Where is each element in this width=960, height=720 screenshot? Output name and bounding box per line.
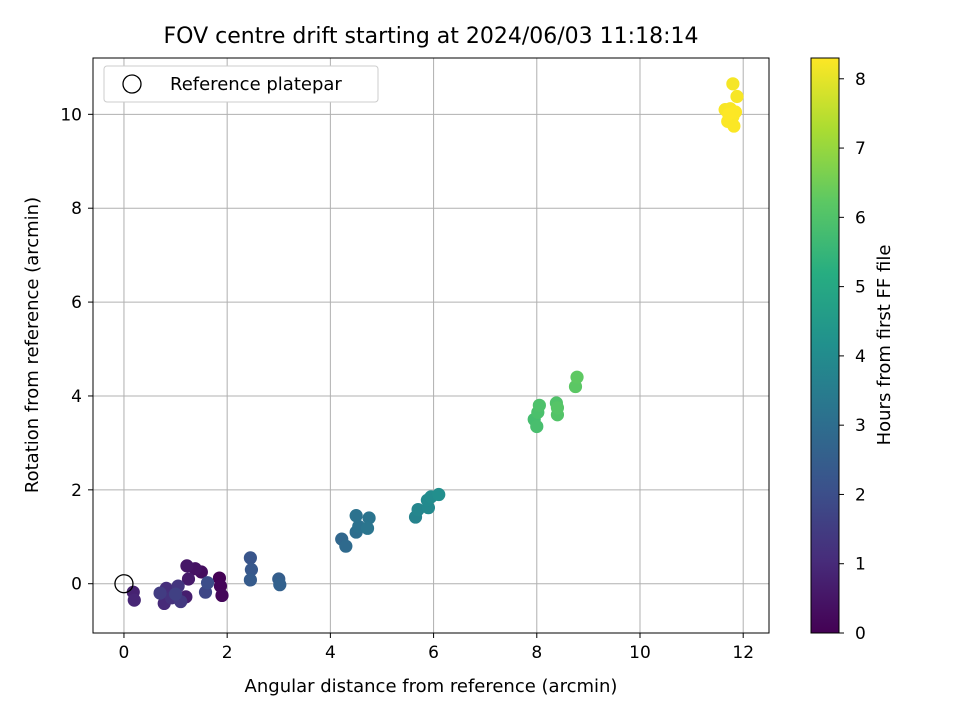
data-point xyxy=(168,587,183,601)
y-tick-label: 10 xyxy=(60,105,82,125)
colorbar-tick-label: 1 xyxy=(855,555,866,575)
data-point xyxy=(273,578,287,592)
data-point xyxy=(727,119,741,133)
data-point xyxy=(722,107,736,121)
colorbar-tick-label: 4 xyxy=(855,347,866,367)
data-point xyxy=(530,419,544,434)
data-points xyxy=(126,77,744,611)
data-point xyxy=(215,588,229,603)
y-tick-label: 6 xyxy=(71,293,82,313)
data-point xyxy=(153,586,167,600)
colorbar-label: Hours from first FF file xyxy=(874,245,895,446)
data-point xyxy=(180,559,194,573)
x-axis-ticks: 0 2 4 6 8 10 12 xyxy=(119,633,754,663)
x-tick-label: 0 xyxy=(119,643,130,663)
legend-box xyxy=(103,65,379,103)
data-point xyxy=(181,572,196,586)
colorbar-tick-label: 7 xyxy=(855,139,866,159)
chart-title: FOV centre drift starting at 2024/06/03 … xyxy=(164,24,699,49)
reference-platepar-marker xyxy=(114,574,134,594)
data-point xyxy=(200,576,215,590)
colorbar xyxy=(810,57,840,634)
x-tick-label: 12 xyxy=(732,643,754,663)
legend-entry-reference: Reference platepar xyxy=(170,74,342,95)
data-point xyxy=(244,563,259,577)
x-tick-label: 2 xyxy=(222,643,233,663)
data-point xyxy=(127,593,141,607)
data-point xyxy=(339,539,353,553)
data-point xyxy=(432,487,446,502)
colorbar-ticks: 0 1 2 3 4 5 6 7 8 xyxy=(839,70,866,644)
colorbar-tick-label: 6 xyxy=(855,208,866,228)
y-tick-label: 0 xyxy=(71,575,82,595)
colorbar-tick-label: 5 xyxy=(855,278,866,298)
plot-frame xyxy=(92,57,770,634)
data-point xyxy=(550,401,565,415)
data-point xyxy=(726,77,740,91)
y-tick-label: 4 xyxy=(71,387,82,407)
legend: Reference platepar xyxy=(103,65,379,103)
x-tick-label: 6 xyxy=(428,643,439,663)
x-tick-label: 10 xyxy=(629,643,651,663)
y-tick-label: 2 xyxy=(71,481,82,501)
data-point xyxy=(243,551,257,565)
data-point xyxy=(570,370,584,384)
x-tick-label: 4 xyxy=(325,643,336,663)
colorbar-tick-label: 0 xyxy=(855,624,866,644)
colorbar-tick-label: 2 xyxy=(855,485,866,505)
y-axis-label: Rotation from reference (arcmin) xyxy=(22,197,43,493)
data-point xyxy=(362,511,376,525)
data-point xyxy=(532,398,546,412)
colorbar-tick-label: 8 xyxy=(855,70,866,90)
colorbar-tick-label: 3 xyxy=(855,416,866,436)
data-point xyxy=(411,502,425,517)
y-axis-ticks: 0 2 4 6 8 10 xyxy=(60,105,93,595)
data-point xyxy=(349,509,363,523)
data-point xyxy=(243,573,257,587)
grid-lines xyxy=(93,58,769,633)
y-tick-label: 8 xyxy=(71,199,82,219)
data-point xyxy=(360,521,375,535)
legend-marker-icon xyxy=(122,74,142,94)
x-axis-label: Angular distance from reference (arcmin) xyxy=(245,676,618,697)
data-point xyxy=(730,89,744,104)
x-tick-label: 8 xyxy=(531,643,542,663)
